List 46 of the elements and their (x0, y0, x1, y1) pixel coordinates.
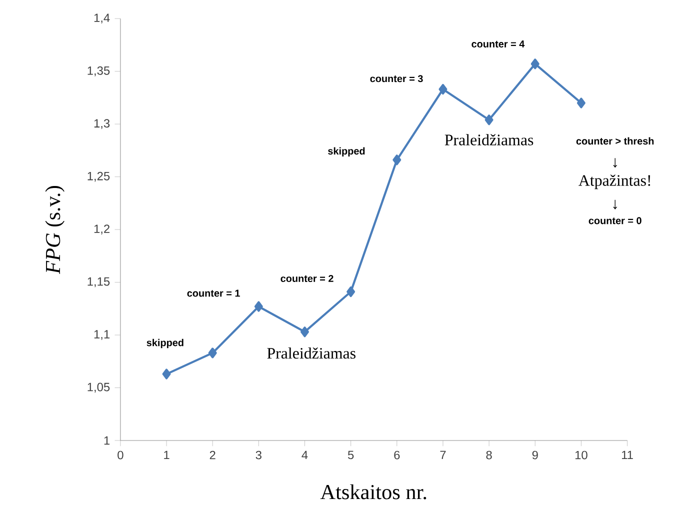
y-tick-label: 1,35 (88, 66, 110, 76)
annotation: counter > thresh (576, 137, 654, 145)
y-tick-label: 1,1 (94, 330, 110, 340)
point (392, 154, 402, 166)
point (208, 348, 217, 358)
point (346, 286, 356, 298)
annotation: skipped (328, 147, 365, 157)
x-tick-label: 0 (118, 450, 124, 460)
point (484, 114, 494, 126)
annotation: ↓ (613, 158, 617, 168)
x-tick-label: 11 (622, 450, 633, 460)
annotation: ↓ (613, 200, 617, 210)
x-tick-label: 3 (256, 450, 262, 460)
annotation: counter = 2 (280, 275, 334, 282)
y-tick-label: 1,3 (94, 119, 110, 130)
point (576, 98, 586, 108)
annotation: counter = 3 (370, 75, 423, 82)
annotation: Praleidžiamas (444, 134, 534, 146)
annotation: Praleidžiamas (267, 348, 356, 359)
annotation: skipped (146, 339, 184, 348)
point (162, 368, 171, 380)
y-tick-label: 1,05 (88, 382, 110, 393)
y-tick-label: 1,15 (88, 278, 110, 288)
point (300, 326, 309, 338)
point (254, 301, 263, 312)
annotation: Atpažintas! (578, 174, 650, 190)
x-tick-label: 1 (164, 450, 170, 460)
point (438, 84, 448, 95)
y-tick-label: 1,2 (94, 224, 110, 235)
annotation: counter = 1 (187, 290, 240, 297)
x-tick-label: 2 (210, 450, 216, 460)
y-axis-title: FPG (s.v.) (45, 186, 64, 274)
y-tick-label: 1,25 (88, 172, 110, 182)
x-tick-label: 4 (302, 450, 308, 460)
point (530, 58, 540, 70)
x-tick-label: 9 (532, 450, 538, 460)
x-tick-label: 5 (348, 450, 354, 460)
x-axis-title: Atskaitos nr. (320, 484, 426, 500)
y-tick-label: 1,4 (94, 14, 110, 24)
x-tick-label: 8 (486, 450, 492, 460)
annotation: counter = 0 (588, 217, 642, 224)
annotation: counter = 4 (472, 40, 525, 48)
x-tick-label: 10 (575, 450, 588, 460)
x-tick-label: 7 (440, 450, 446, 460)
y-tick-label: 1 (104, 436, 110, 445)
x-tick-label: 6 (394, 450, 400, 460)
